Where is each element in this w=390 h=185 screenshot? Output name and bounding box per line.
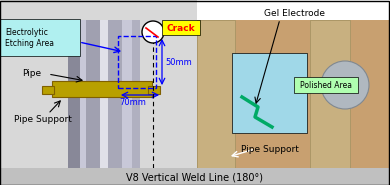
FancyBboxPatch shape [294,77,358,93]
FancyBboxPatch shape [0,19,80,56]
Text: Electrolytic
Etching Area: Electrolytic Etching Area [5,28,54,48]
Circle shape [142,21,164,43]
Bar [68,20,80,168]
Bar [118,36,156,88]
Bar [0,168,390,185]
Bar [108,20,122,168]
Bar [0,0,197,168]
Bar [132,20,140,168]
FancyBboxPatch shape [162,20,200,35]
Text: Crack: Crack [167,23,195,33]
Text: 70mm: 70mm [120,97,146,107]
Bar [80,20,86,168]
Bar [122,20,132,168]
Text: Polished Area: Polished Area [300,80,352,90]
Text: Gel Electrode: Gel Electrode [264,9,326,18]
Text: V8 Vertical Weld Line (180°): V8 Vertical Weld Line (180°) [126,172,264,182]
Bar [42,86,54,94]
Text: Pipe: Pipe [22,68,41,78]
Bar [86,20,100,168]
Text: Pipe Support: Pipe Support [241,144,299,154]
Text: Pipe Support: Pipe Support [14,115,72,124]
Text: 50mm: 50mm [165,58,192,66]
Bar [232,53,307,133]
Bar [100,20,108,168]
Bar [310,20,350,168]
Circle shape [321,61,369,109]
Bar [148,86,160,94]
Bar [197,20,390,168]
Bar [52,81,152,97]
Bar [197,20,235,168]
